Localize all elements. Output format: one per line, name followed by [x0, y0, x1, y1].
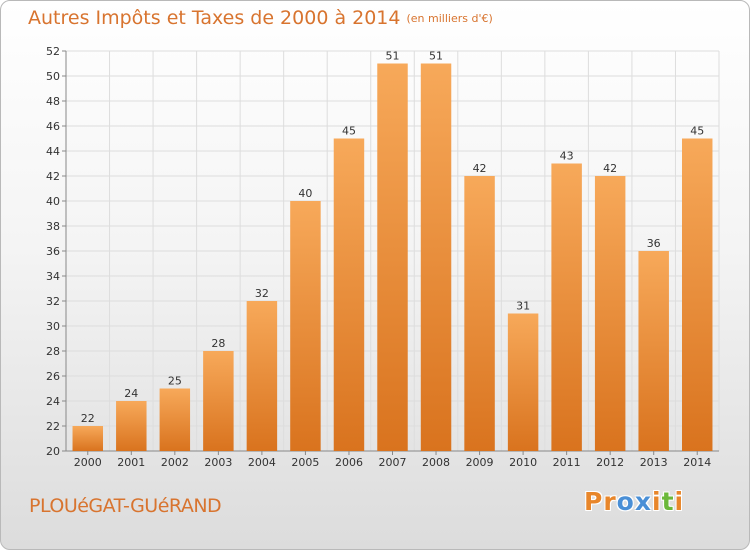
x-tick-label: 2002	[161, 456, 189, 469]
proxiti-logo[interactable]: Proxiti	[584, 487, 684, 516]
bar-2001	[116, 401, 147, 451]
bar-2010	[507, 313, 539, 451]
x-tick-label: 2012	[596, 456, 624, 469]
bar-2011	[551, 163, 582, 451]
y-tick-label: 32	[46, 295, 60, 308]
place-name: PLOUéGAT-GUéRAND	[29, 495, 222, 517]
bar-2005	[290, 201, 321, 451]
labels: 20 22 24 26 28 30 32 34 36 38 40 42 44 46 48 50 52 22 2000…	[46, 45, 711, 469]
x-tick-label: 2011	[553, 456, 581, 469]
logo-letter: P	[584, 487, 604, 516]
y-tick-label: 30	[46, 320, 60, 333]
logo-letter: i	[652, 487, 662, 516]
x-tick-label: 2010	[509, 456, 537, 469]
x-tick-label: 2013	[640, 456, 668, 469]
logo-letter: t	[661, 487, 675, 516]
y-tick-label: 40	[46, 195, 60, 208]
y-tick-label: 50	[46, 70, 60, 83]
y-tick-label: 48	[46, 95, 60, 108]
bar-2008	[420, 63, 452, 451]
value-label: 25	[168, 375, 182, 388]
chart-unit: (en milliers d'€)	[406, 12, 493, 25]
y-tick-label: 42	[46, 170, 60, 183]
value-label: 32	[255, 287, 269, 300]
y-tick-label: 46	[46, 120, 60, 133]
bar-2000	[72, 426, 104, 451]
value-label: 51	[429, 50, 443, 63]
value-label: 43	[560, 150, 574, 163]
x-tick-label: 2006	[335, 456, 363, 469]
logo-letter: o	[616, 487, 635, 516]
y-tick-label: 52	[46, 45, 60, 58]
value-label: 42	[603, 162, 617, 175]
value-label: 22	[81, 412, 95, 425]
value-label: 45	[342, 125, 356, 138]
logo-letter: x	[634, 487, 652, 516]
value-label: 24	[124, 387, 138, 400]
logo-letter: i	[674, 487, 685, 516]
x-tick-label: 2009	[466, 456, 494, 469]
logo-letter: r	[603, 487, 617, 516]
bar-2014	[681, 138, 713, 451]
chart-title-text: Autres Impôts et Taxes de 2000 à 2014	[28, 7, 401, 29]
value-label: 51	[386, 50, 400, 63]
x-tick-label: 2014	[683, 456, 711, 469]
x-tick-label: 2008	[422, 456, 450, 469]
value-label: 28	[211, 337, 225, 350]
y-tick-label: 22	[46, 420, 60, 433]
bar-2006	[333, 138, 365, 451]
value-label: 40	[298, 187, 312, 200]
y-tick-label: 20	[46, 445, 60, 458]
y-tick-label: 38	[46, 220, 60, 233]
chart-title: Autres Impôts et Taxes de 2000 à 2014 (en…	[28, 7, 493, 29]
x-tick-label: 2001	[117, 456, 145, 469]
bar-2002	[159, 388, 191, 451]
x-tick-label: 2000	[74, 456, 102, 469]
value-label: 42	[473, 162, 487, 175]
x-tick-label: 2004	[248, 456, 276, 469]
value-label: 36	[647, 237, 661, 250]
y-tick-label: 24	[46, 395, 60, 408]
bar-2012	[594, 176, 626, 451]
x-tick-label: 2003	[204, 456, 232, 469]
y-tick-label: 44	[46, 145, 60, 158]
x-tick-label: 2007	[379, 456, 407, 469]
y-tick-label: 34	[46, 270, 60, 283]
value-label: 45	[690, 125, 704, 138]
y-tick-label: 28	[46, 345, 60, 358]
y-tick-label: 36	[46, 245, 60, 258]
bar-2013	[638, 251, 669, 451]
value-label: 31	[516, 300, 530, 313]
y-tick-label: 26	[46, 370, 60, 383]
bars	[72, 63, 713, 451]
bar-2004	[246, 301, 278, 451]
bar-2007	[377, 63, 408, 451]
bar-2003	[203, 351, 234, 451]
bar-2009	[464, 176, 495, 451]
x-tick-label: 2005	[291, 456, 319, 469]
